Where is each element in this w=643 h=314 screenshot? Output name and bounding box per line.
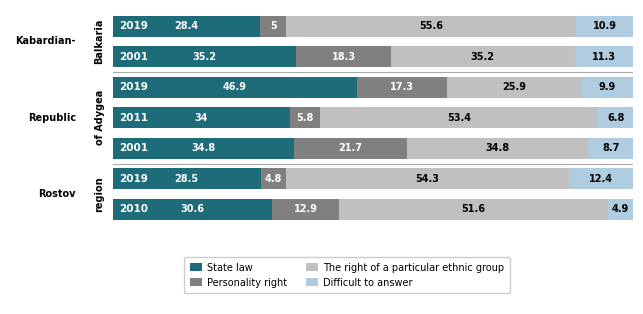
Text: 4.8: 4.8: [265, 174, 282, 184]
Text: 5: 5: [270, 21, 277, 31]
Bar: [598, 107, 633, 128]
Text: 30.6: 30.6: [180, 204, 204, 214]
Bar: [261, 168, 286, 189]
Text: 18.3: 18.3: [331, 52, 356, 62]
Text: 10.9: 10.9: [592, 21, 617, 31]
Text: of Adygea: of Adygea: [95, 90, 105, 145]
Bar: [287, 16, 576, 36]
Text: 2019: 2019: [119, 174, 148, 184]
Text: Kabardian-: Kabardian-: [15, 36, 76, 46]
Bar: [320, 107, 598, 128]
Text: 2019: 2019: [119, 82, 148, 92]
Bar: [286, 168, 569, 189]
Bar: [608, 199, 633, 220]
Text: region: region: [95, 176, 105, 212]
Bar: [339, 199, 608, 220]
Text: 12.9: 12.9: [293, 204, 318, 214]
Text: 21.7: 21.7: [338, 143, 362, 153]
Bar: [588, 138, 633, 159]
Text: 34.8: 34.8: [191, 143, 215, 153]
Text: 46.9: 46.9: [222, 82, 247, 92]
Text: 28.4: 28.4: [174, 21, 199, 31]
Bar: [113, 168, 261, 189]
Bar: [289, 107, 320, 128]
Bar: [272, 199, 339, 220]
Bar: [574, 46, 633, 67]
Text: 35.2: 35.2: [471, 52, 495, 62]
Bar: [113, 138, 294, 159]
Text: Balkaria: Balkaria: [95, 19, 105, 64]
Text: 25.9: 25.9: [502, 82, 527, 92]
Text: 5.8: 5.8: [296, 113, 313, 123]
Legend: State law, Personality right, The right of a particular ethnic group, Difficult : State law, Personality right, The right …: [184, 257, 510, 294]
Text: 28.5: 28.5: [175, 174, 199, 184]
Bar: [113, 46, 296, 67]
Text: 34.8: 34.8: [485, 143, 509, 153]
Text: 9.9: 9.9: [599, 82, 616, 92]
Bar: [391, 46, 574, 67]
Bar: [447, 77, 582, 98]
Bar: [113, 107, 289, 128]
Text: Rostov: Rostov: [39, 189, 76, 199]
Text: 2011: 2011: [119, 113, 148, 123]
Bar: [260, 16, 287, 36]
Text: 12.4: 12.4: [589, 174, 613, 184]
Bar: [113, 199, 272, 220]
Text: 4.9: 4.9: [612, 204, 629, 214]
Text: 2010: 2010: [119, 204, 148, 214]
Bar: [569, 168, 633, 189]
Text: 34: 34: [194, 113, 208, 123]
Bar: [582, 77, 633, 98]
Bar: [294, 138, 407, 159]
Text: 35.2: 35.2: [192, 52, 216, 62]
Text: Republic: Republic: [28, 113, 76, 123]
Text: 17.3: 17.3: [390, 82, 414, 92]
Text: 2019: 2019: [119, 21, 148, 31]
Text: 54.3: 54.3: [415, 174, 439, 184]
Bar: [113, 16, 260, 36]
Text: 51.6: 51.6: [462, 204, 485, 214]
Text: 6.8: 6.8: [607, 113, 624, 123]
Bar: [576, 16, 633, 36]
Bar: [296, 46, 391, 67]
Text: 11.3: 11.3: [592, 52, 616, 62]
Bar: [113, 77, 357, 98]
Text: 8.7: 8.7: [602, 143, 619, 153]
Text: 55.6: 55.6: [419, 21, 443, 31]
Bar: [357, 77, 447, 98]
Text: 53.4: 53.4: [447, 113, 471, 123]
Text: 2001: 2001: [119, 143, 148, 153]
Bar: [407, 138, 588, 159]
Text: 2001: 2001: [119, 52, 148, 62]
